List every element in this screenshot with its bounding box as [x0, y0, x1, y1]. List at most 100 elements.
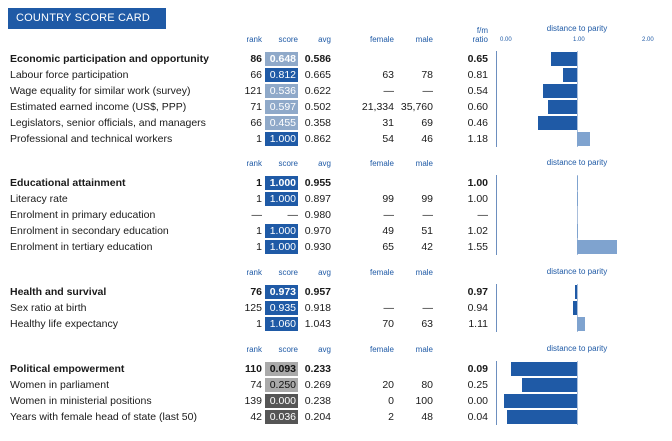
fm-ratio-value: 1.00 [467, 177, 488, 189]
fm-ratio-value: 1.11 [468, 318, 488, 330]
avg-value: 0.586 [304, 53, 331, 65]
male-value: 80 [421, 379, 433, 391]
rank-value: 1 [256, 193, 262, 205]
row-label: Political empowerment [10, 363, 125, 375]
score-value: 0.648 [265, 52, 298, 66]
distance-bar [537, 116, 577, 130]
rank-value: 76 [250, 286, 262, 298]
rank-value: 66 [250, 69, 262, 81]
avg-value: 0.955 [304, 177, 331, 189]
distance-bar [563, 68, 577, 82]
parity-line [577, 361, 578, 425]
subindex-row: Economic participation and opportunity 86… [0, 51, 672, 67]
avg-header: avg [318, 345, 331, 354]
male-value: 51 [421, 225, 433, 237]
male-value: 69 [421, 117, 433, 129]
avg-value: 0.897 [304, 193, 331, 205]
male-value: — [422, 302, 434, 314]
rank-value: 121 [244, 85, 262, 97]
indicator-row: Enrolment in primary education — — 0.980 — — — [0, 207, 672, 223]
indicator-row: Professional and technical workers 1 1.000… [0, 131, 672, 147]
avg-value: 0.862 [304, 133, 331, 145]
avg-value: 0.665 [304, 69, 331, 81]
scale-tick-label: 0.00 [500, 37, 512, 43]
indicator-row: Enrolment in tertiary education 1 1.000 0.9… [0, 239, 672, 255]
score-value: 0.536 [265, 84, 298, 98]
scale-tick-label: 2.00 [642, 37, 654, 43]
female-value: 2 [388, 411, 394, 423]
avg-header: avg [318, 268, 331, 277]
avg-header: avg [318, 35, 331, 44]
rank-header: rank [246, 159, 262, 168]
female-value: — [383, 85, 395, 97]
distance-bar [574, 285, 577, 299]
female-value: 0 [388, 395, 394, 407]
female-value: 54 [382, 133, 394, 145]
distance-bar [577, 317, 586, 331]
avg-header: avg [318, 159, 331, 168]
avg-value: 0.204 [304, 411, 331, 423]
indicator-row: Women in ministerial positions 139 0.000 0.… [0, 393, 672, 409]
distance-bar [572, 301, 577, 315]
indicator-row: Literacy rate 1 1.000 0.897 99 99 1.00 [0, 191, 672, 207]
avg-value: 0.957 [304, 286, 331, 298]
male-value: 99 [421, 193, 433, 205]
indicator-row: Sex ratio at birth 125 0.935 0.918 — — 0.94 [0, 300, 672, 316]
score-value: 0.455 [265, 116, 298, 130]
score-value: 1.000 [265, 176, 298, 190]
fm-ratio-value: 0.25 [467, 379, 488, 391]
male-header: male [415, 268, 433, 277]
subindex-row: Political empowerment 110 0.093 0.233 0.09 [0, 361, 672, 377]
male-value: 35,760 [400, 101, 433, 113]
distance-bar [577, 132, 591, 146]
rank-value: 1 [256, 177, 262, 189]
fm-ratio-header-line2: ratio [472, 35, 488, 44]
score-value: 1.000 [265, 224, 298, 238]
male-value: 100 [415, 395, 433, 407]
score-header: score [278, 35, 298, 44]
score-value: 1.060 [265, 317, 298, 331]
score-value: 0.935 [265, 301, 298, 315]
rank-value: 110 [245, 363, 262, 375]
distance-bar [504, 394, 577, 408]
male-value: 78 [421, 69, 433, 81]
row-label: Enrolment in secondary education [10, 225, 169, 237]
score-value: 0.036 [265, 410, 298, 424]
score-value: 0.093 [265, 362, 298, 376]
distance-chart [496, 51, 658, 147]
male-value: 63 [421, 318, 433, 330]
row-label: Wage equality for similar work (survey) [10, 85, 191, 97]
rank-value: 86 [250, 53, 262, 65]
row-label: Healthy life expectancy [10, 318, 118, 330]
indicator-row: Legislators, senior officials, and manag… [0, 115, 672, 131]
rank-value: — [251, 209, 263, 221]
distance-bar [551, 52, 577, 66]
chart-left-axis [496, 361, 497, 425]
parity-line [577, 284, 578, 332]
score-section: rank score avg female male distance to parity… [0, 267, 672, 336]
fm-ratio-value: 0.00 [467, 395, 488, 407]
distance-bar [577, 176, 578, 190]
indicator-row: Years with female head of state (last 50… [0, 409, 672, 425]
female-value: 21,334 [361, 101, 394, 113]
male-header: male [415, 35, 433, 44]
subindex-row: Educational attainment 1 1.000 0.955 1.00 [0, 175, 672, 191]
row-label: Enrolment in primary education [10, 209, 156, 221]
female-header: female [369, 345, 394, 354]
chart-left-axis [496, 284, 497, 332]
row-label: Educational attainment [10, 177, 126, 189]
row-label: Sex ratio at birth [10, 302, 87, 314]
avg-value: 0.502 [304, 101, 331, 113]
row-label: Women in parliament [10, 379, 110, 391]
rank-value: 74 [250, 379, 262, 391]
rank-header: rank [246, 268, 262, 277]
avg-value: 0.269 [304, 379, 331, 391]
fm-ratio-value: 0.09 [467, 363, 488, 375]
fm-ratio-value: 1.02 [467, 225, 488, 237]
rank-value: 125 [244, 302, 262, 314]
female-value: 70 [382, 318, 394, 330]
rank-value: 71 [250, 101, 262, 113]
rank-value: 139 [244, 395, 262, 407]
score-value: 0.000 [265, 394, 298, 408]
indicator-row: Labour force participation 66 0.812 0.665 63… [0, 67, 672, 83]
